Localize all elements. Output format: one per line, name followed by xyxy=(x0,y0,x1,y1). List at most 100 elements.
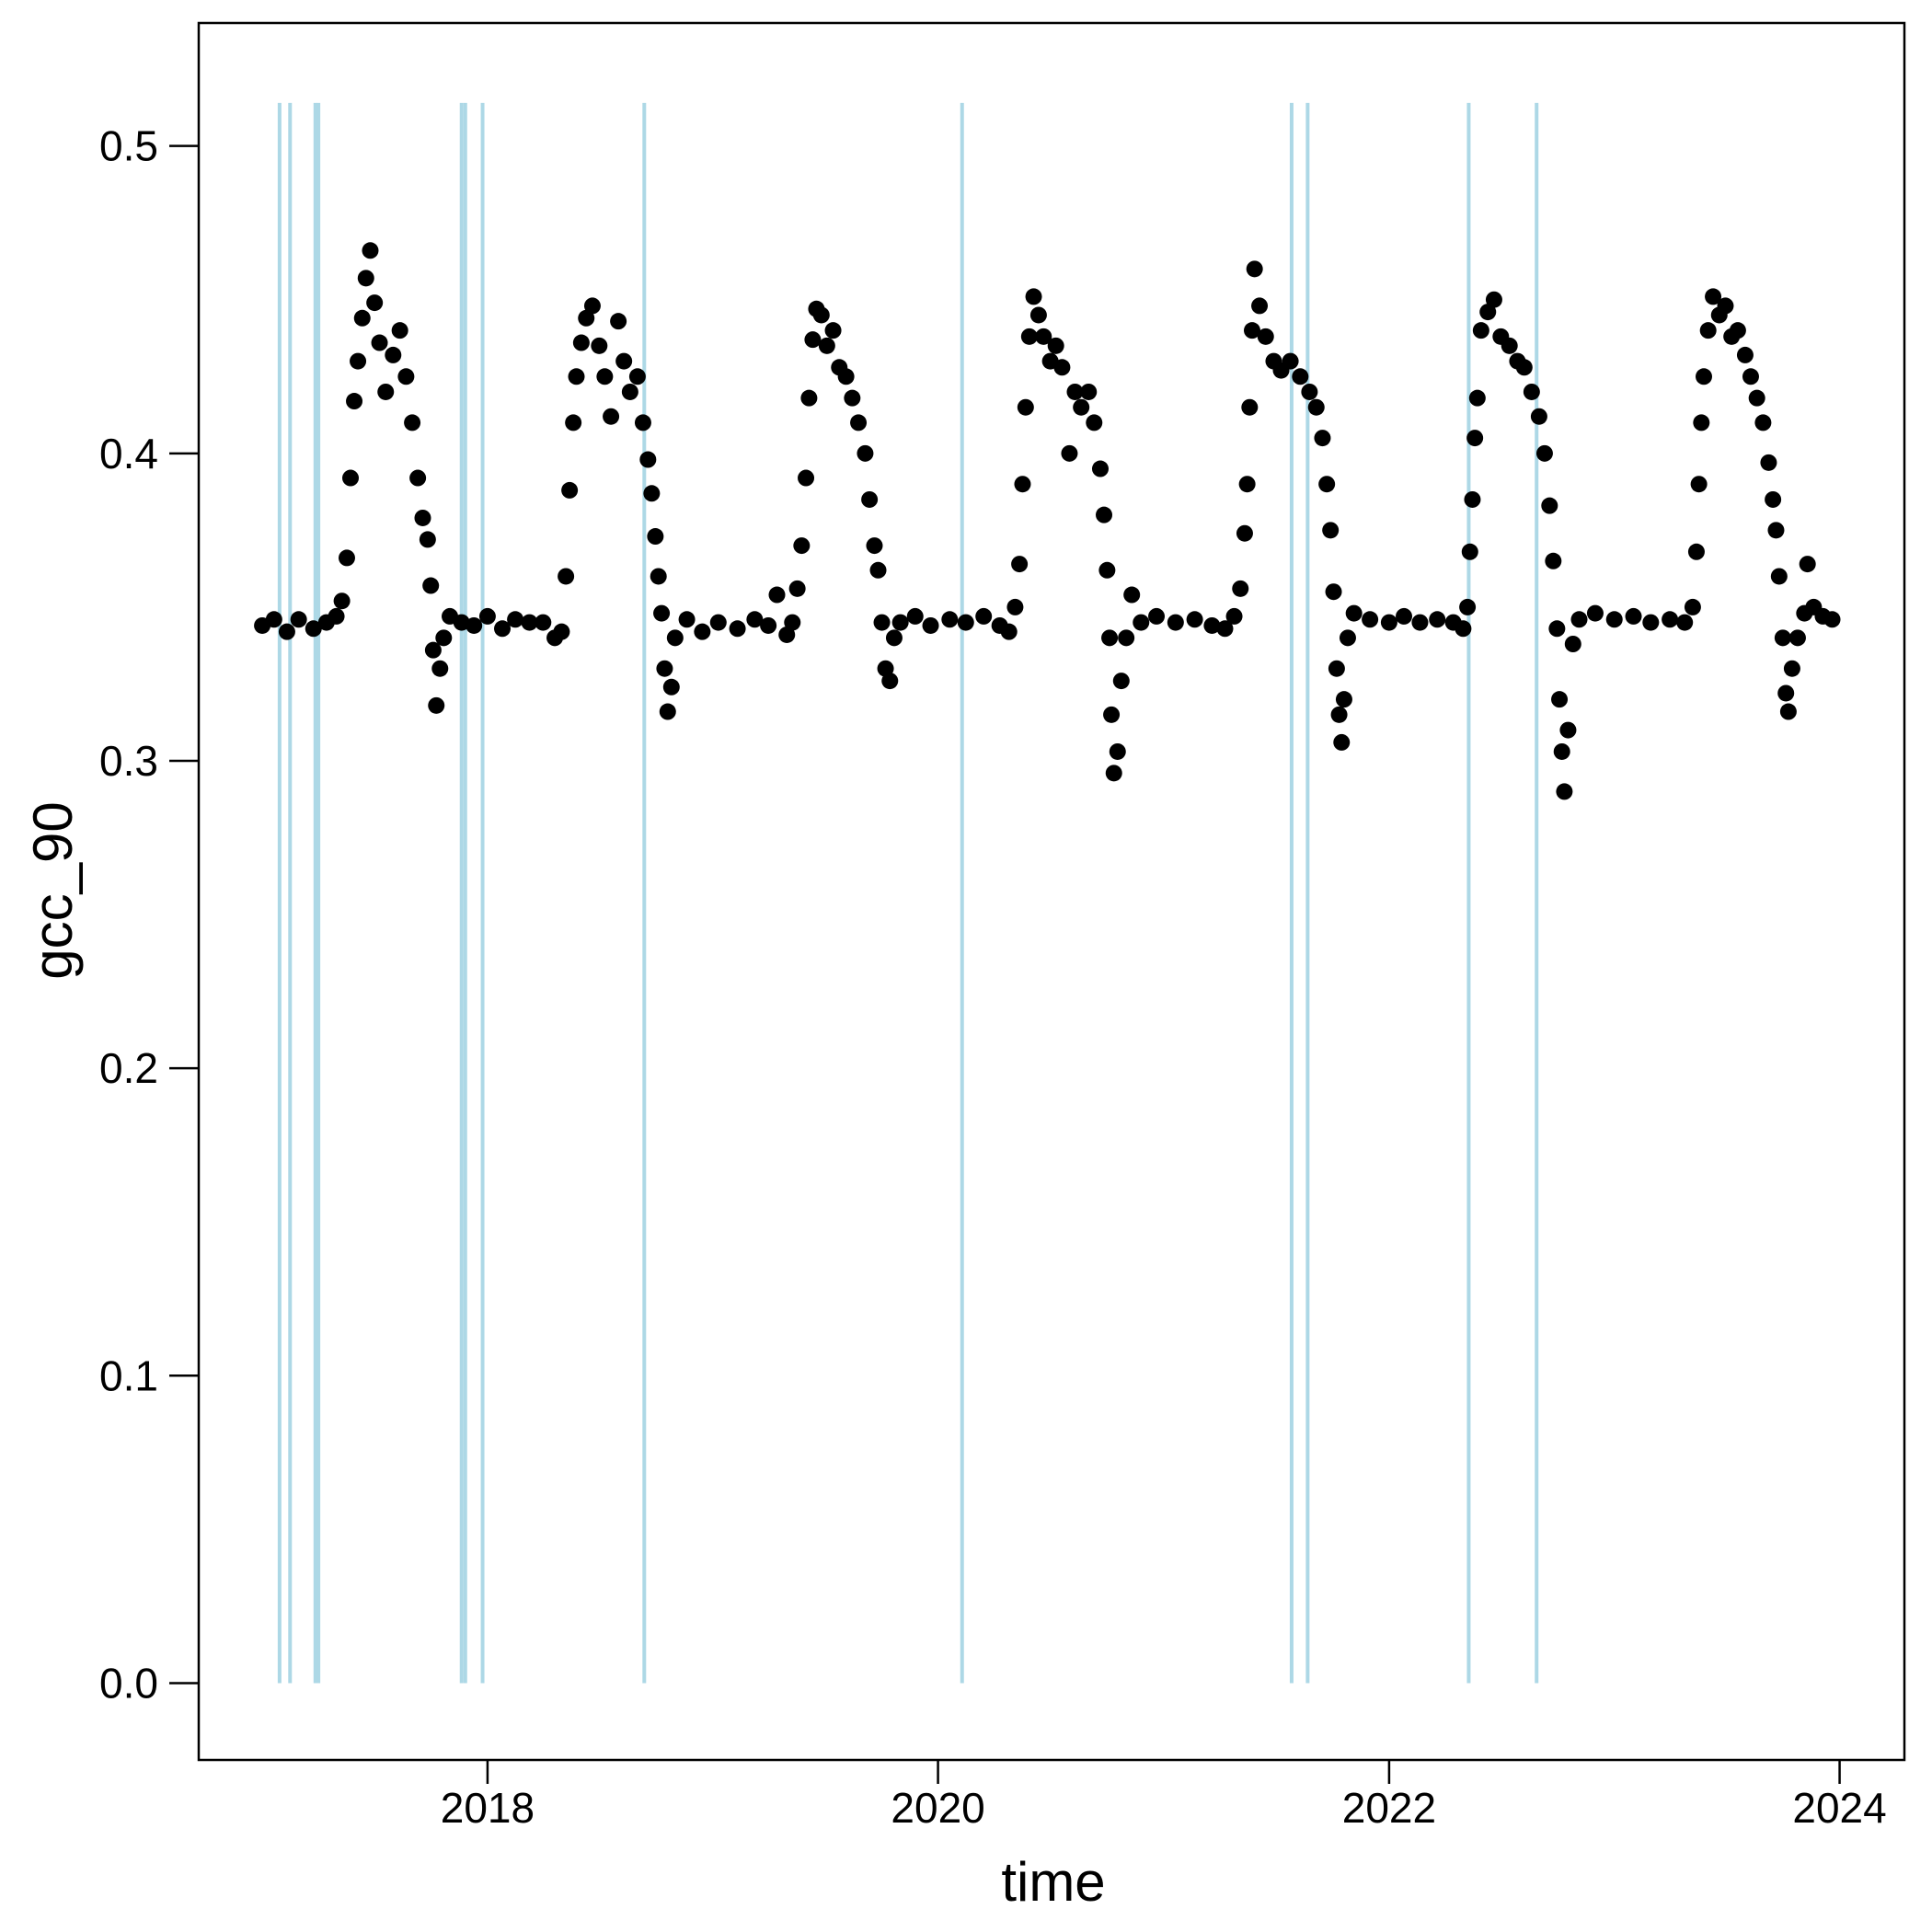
data-point xyxy=(561,481,579,499)
y-axis-title: gcc_90 xyxy=(22,801,84,979)
data-point xyxy=(1325,583,1342,601)
data-point xyxy=(1112,673,1130,690)
data-point xyxy=(1479,304,1497,321)
data-point xyxy=(535,614,552,631)
data-point xyxy=(1047,337,1064,354)
data-point xyxy=(265,611,282,628)
data-point xyxy=(1335,691,1352,708)
data-point xyxy=(1328,660,1345,677)
data-point xyxy=(428,696,445,714)
data-point xyxy=(1133,614,1150,631)
data-point xyxy=(371,334,388,351)
data-point xyxy=(553,623,570,640)
data-point xyxy=(1186,611,1203,628)
data-point xyxy=(422,577,440,594)
data-point xyxy=(1216,620,1234,638)
data-point xyxy=(1318,476,1336,493)
data-point xyxy=(1570,611,1588,628)
x-tick-label: 2024 xyxy=(1792,1784,1886,1832)
data-point xyxy=(1148,607,1166,625)
data-point xyxy=(1748,389,1765,407)
data-point xyxy=(784,614,801,631)
data-point xyxy=(1684,598,1701,615)
data-point xyxy=(353,309,371,327)
data-point xyxy=(1464,490,1481,508)
data-point xyxy=(521,614,538,631)
data-point xyxy=(1459,598,1477,615)
data-point xyxy=(1523,383,1540,400)
data-point xyxy=(1411,614,1429,631)
data-point xyxy=(391,322,408,339)
data-point xyxy=(709,614,727,631)
data-point xyxy=(1096,506,1113,523)
data-point xyxy=(603,408,620,425)
data-point xyxy=(1257,328,1274,345)
data-point xyxy=(643,485,661,502)
data-point xyxy=(1551,691,1569,708)
data-point xyxy=(906,607,924,625)
data-point xyxy=(1396,607,1413,625)
data-point xyxy=(565,414,582,431)
data-point xyxy=(1556,783,1573,800)
data-point xyxy=(1232,580,1249,597)
data-point xyxy=(798,469,815,487)
data-point xyxy=(1011,556,1029,573)
data-point xyxy=(1717,297,1734,315)
data-point xyxy=(397,368,415,385)
data-point xyxy=(729,620,746,638)
data-point xyxy=(885,629,903,647)
data-point xyxy=(596,368,614,385)
data-point xyxy=(478,607,496,625)
data-point xyxy=(1586,604,1604,622)
data-point xyxy=(1535,444,1553,462)
data-point xyxy=(662,678,680,696)
data-point xyxy=(1238,476,1256,493)
data-point xyxy=(861,490,879,508)
data-point xyxy=(1080,383,1098,400)
y-tick-label: 0.5 xyxy=(99,122,158,170)
data-point xyxy=(1468,389,1486,407)
data-point xyxy=(1736,346,1754,363)
data-point xyxy=(1339,629,1356,647)
data-point xyxy=(1301,383,1318,400)
data-point xyxy=(1699,322,1717,339)
data-point xyxy=(941,611,959,628)
data-point xyxy=(1625,607,1642,625)
data-point xyxy=(656,660,673,677)
data-point xyxy=(362,242,379,259)
data-point xyxy=(1545,552,1562,569)
data-point xyxy=(1225,607,1243,625)
data-point xyxy=(1693,414,1710,431)
data-point xyxy=(1282,352,1299,370)
data-point xyxy=(1167,614,1184,631)
data-point xyxy=(431,660,449,677)
data-point xyxy=(1322,522,1340,539)
data-point xyxy=(1020,328,1038,345)
data-point xyxy=(1333,733,1351,751)
data-point xyxy=(366,294,384,312)
data-point xyxy=(818,337,835,354)
data-point xyxy=(414,509,431,526)
data-point xyxy=(1783,660,1800,677)
data-point xyxy=(1025,288,1042,305)
data-point xyxy=(1823,611,1841,628)
data-point xyxy=(1105,765,1122,782)
x-tick-label: 2018 xyxy=(441,1784,535,1832)
data-point xyxy=(1765,490,1782,508)
data-point xyxy=(424,641,442,659)
x-axis: 2018 2020 2022 2024 xyxy=(441,1760,1887,1832)
data-point xyxy=(1461,543,1478,560)
data-point xyxy=(659,703,676,720)
data-point xyxy=(494,620,512,638)
data-point xyxy=(1101,629,1119,647)
data-point xyxy=(435,629,453,647)
data-point xyxy=(278,623,295,640)
data-point xyxy=(591,337,608,354)
y-tick-label: 0.0 xyxy=(99,1659,158,1707)
data-point xyxy=(634,414,651,431)
data-point xyxy=(1330,706,1348,723)
data-point xyxy=(746,611,764,628)
data-point xyxy=(1292,368,1309,385)
data-point xyxy=(583,297,601,315)
